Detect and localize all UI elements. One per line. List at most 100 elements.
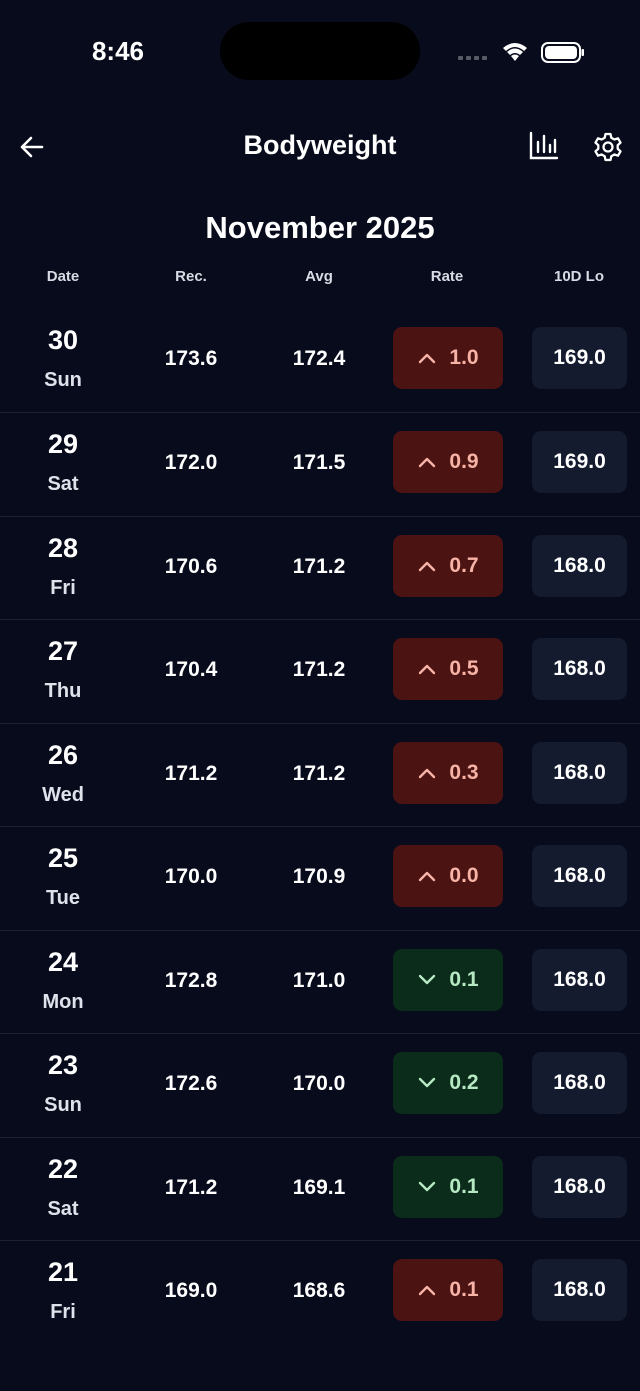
weekday: Wed bbox=[42, 783, 84, 806]
rate-badge: 0.0 bbox=[393, 845, 503, 907]
weekday: Thu bbox=[44, 680, 82, 702]
rate-value: 0.2 bbox=[449, 1071, 479, 1094]
table-row: 24 Mon 172.8 171.0 0.1 168.0 bbox=[0, 929, 640, 1034]
recorded-weight: 170.6 bbox=[164, 554, 218, 578]
day-number: 28 bbox=[47, 532, 79, 563]
ten-day-low: 168.0 bbox=[532, 534, 627, 597]
rate-value: 0.1 bbox=[449, 967, 479, 991]
recorded-weight: 172.0 bbox=[164, 451, 218, 474]
rate-badge: 0.7 bbox=[393, 534, 503, 597]
average-weight: 171.2 bbox=[292, 658, 346, 681]
status-icons bbox=[458, 42, 584, 63]
rate-value: 0.9 bbox=[449, 450, 479, 473]
weekday: Tue bbox=[45, 887, 81, 909]
ten-day-low: 168.0 bbox=[532, 1155, 627, 1218]
trend-chevron bbox=[419, 974, 436, 984]
average-weight: 171.2 bbox=[292, 761, 346, 785]
back-button[interactable] bbox=[16, 132, 48, 162]
trend-chevron bbox=[419, 1181, 436, 1191]
table-row: 30 Sun 173.6 172.4 1.0 169.0 bbox=[0, 309, 640, 413]
table-row: 25 Tue 170.0 170.9 0.0 168.0 bbox=[0, 826, 640, 930]
average-weight: 171.5 bbox=[292, 451, 346, 474]
rate-badge: 0.9 bbox=[393, 431, 503, 493]
rate-value: 0.7 bbox=[449, 553, 479, 577]
day-number: 27 bbox=[47, 636, 79, 666]
recorded-weight: 171.2 bbox=[164, 761, 218, 785]
recorded-weight: 172.8 bbox=[164, 968, 218, 992]
column-header: Date bbox=[46, 268, 80, 285]
trend-chevron bbox=[419, 1077, 436, 1088]
trend-chevron bbox=[419, 664, 436, 675]
recorded-weight: 172.6 bbox=[164, 1072, 218, 1095]
rate-value: 0.1 bbox=[449, 1278, 479, 1301]
day-number: 26 bbox=[47, 739, 79, 770]
recorded-weight: 170.4 bbox=[164, 658, 218, 681]
day-number: 21 bbox=[47, 1257, 79, 1287]
table-row: 21 Fri 169.0 168.6 0.1 168.0 bbox=[0, 1240, 640, 1344]
rate-value: 0.1 bbox=[449, 1174, 479, 1198]
day-number: 24 bbox=[47, 946, 79, 977]
table-row: 27 Thu 170.4 171.2 0.5 168.0 bbox=[0, 619, 640, 723]
rate-value: 1.0 bbox=[449, 345, 479, 369]
settings-button[interactable] bbox=[592, 131, 624, 163]
rate-badge: 1.0 bbox=[393, 326, 503, 389]
column-header: Avg bbox=[305, 268, 333, 285]
chart-button[interactable] bbox=[528, 130, 560, 162]
table-row: 22 Sat 171.2 169.1 0.1 168.0 bbox=[0, 1136, 640, 1241]
rate-badge: 0.1 bbox=[393, 1259, 503, 1321]
weekday: Sun bbox=[44, 1094, 82, 1116]
table-row: 28 Fri 170.6 171.2 0.7 168.0 bbox=[0, 515, 640, 620]
ten-day-low: 168.0 bbox=[532, 845, 627, 907]
weekday: Sun bbox=[44, 368, 82, 391]
average-weight: 170.9 bbox=[292, 865, 346, 888]
average-weight: 171.0 bbox=[292, 968, 346, 992]
table-row: 29 Sat 172.0 171.5 0.9 169.0 bbox=[0, 412, 640, 516]
rate-badge: 0.3 bbox=[393, 741, 503, 804]
ten-day-low: 168.0 bbox=[532, 741, 627, 804]
average-weight: 168.6 bbox=[292, 1279, 346, 1302]
trend-chevron bbox=[419, 871, 436, 882]
recorded-weight: 171.2 bbox=[164, 1175, 218, 1199]
average-weight: 172.4 bbox=[292, 346, 346, 370]
rate-value: 0.5 bbox=[449, 657, 479, 680]
weekday: Sat bbox=[47, 1197, 79, 1220]
column-header: Rate bbox=[430, 268, 464, 285]
rate-value: 0.3 bbox=[449, 760, 479, 784]
trend-chevron bbox=[419, 457, 436, 468]
trend-chevron bbox=[419, 1285, 436, 1296]
trend-chevron bbox=[419, 768, 436, 778]
month-title: November 2025 bbox=[205, 210, 435, 245]
ten-day-low: 168.0 bbox=[532, 1259, 627, 1321]
day-number: 29 bbox=[47, 429, 79, 459]
column-header: Rec. bbox=[175, 268, 207, 285]
day-number: 22 bbox=[47, 1153, 79, 1184]
weekday: Mon bbox=[42, 990, 84, 1013]
day-number: 23 bbox=[47, 1050, 79, 1080]
trend-chevron bbox=[419, 561, 436, 571]
status-time: 8:46 bbox=[91, 36, 145, 66]
average-weight: 170.0 bbox=[292, 1072, 346, 1095]
ten-day-low: 169.0 bbox=[532, 431, 627, 493]
rate-badge: 0.5 bbox=[393, 638, 503, 700]
weekday: Fri bbox=[50, 576, 76, 599]
ten-day-low: 168.0 bbox=[532, 638, 627, 700]
average-weight: 169.1 bbox=[292, 1175, 346, 1199]
ten-day-low: 168.0 bbox=[532, 1052, 627, 1114]
recorded-weight: 173.6 bbox=[164, 346, 218, 370]
average-weight: 171.2 bbox=[292, 554, 346, 578]
table-row: 26 Wed 171.2 171.2 0.3 168.0 bbox=[0, 722, 640, 827]
weekday: Sat bbox=[47, 473, 79, 495]
recorded-weight: 169.0 bbox=[164, 1279, 218, 1302]
weekday: Fri bbox=[50, 1301, 76, 1323]
dynamic-island bbox=[220, 22, 420, 80]
rate-value: 0.0 bbox=[449, 864, 479, 887]
column-header: 10D Lo bbox=[553, 268, 604, 285]
day-number: 30 bbox=[47, 324, 79, 355]
table-row: 23 Sun 172.6 170.0 0.2 168.0 bbox=[0, 1033, 640, 1137]
ten-day-low: 168.0 bbox=[532, 948, 627, 1011]
rate-badge: 0.1 bbox=[393, 948, 503, 1011]
rate-badge: 0.2 bbox=[393, 1052, 503, 1114]
day-number: 25 bbox=[47, 843, 79, 873]
